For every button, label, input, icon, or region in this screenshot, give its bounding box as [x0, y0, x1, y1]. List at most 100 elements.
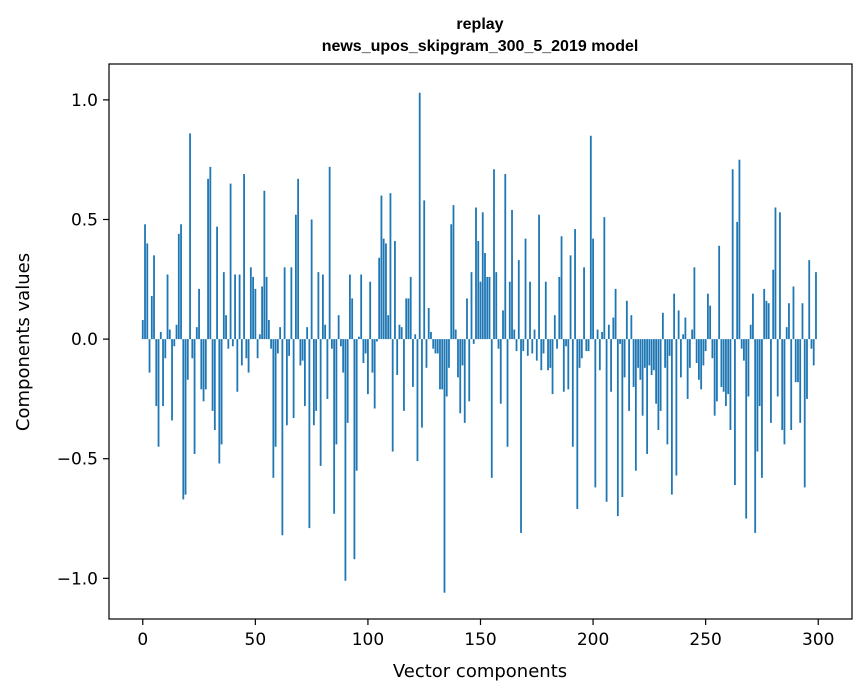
- bar-component-43: [238, 274, 241, 340]
- bar-component-105: [378, 257, 381, 340]
- bar-component-140: [457, 339, 459, 378]
- bar-component-198: [587, 339, 590, 352]
- bar-component-62: [281, 339, 284, 536]
- bar-component-298: [812, 339, 815, 366]
- bar-component-52: [258, 334, 261, 340]
- bar-component-77: [315, 339, 318, 411]
- bar-component-181: [549, 339, 552, 368]
- bar-component-30: [209, 166, 212, 340]
- bar-component-131: [436, 339, 439, 354]
- bar-component-274: [758, 339, 761, 407]
- bar-component-163: [508, 281, 511, 340]
- bar-component-226: [650, 339, 653, 375]
- bar-component-171: [526, 339, 529, 356]
- bar-component-295: [806, 339, 808, 399]
- bar-component-229: [657, 339, 660, 431]
- bar-component-193: [576, 339, 579, 509]
- bar-component-123: [418, 92, 421, 340]
- bar-component-13: [171, 339, 173, 421]
- bar-component-71: [301, 339, 304, 361]
- bar-component-287: [788, 303, 790, 340]
- bar-component-9: [162, 339, 164, 407]
- bar-component-81: [324, 324, 327, 340]
- y-tick-label: −1.0: [57, 569, 98, 589]
- bar-component-281: [774, 207, 777, 340]
- bar-component-56: [267, 319, 270, 340]
- x-axis-ticks: 0 50 100 150 200 250 300: [137, 619, 834, 650]
- bar-component-7: [157, 339, 160, 447]
- bar-component-138: [452, 205, 455, 340]
- bar-component-243: [688, 339, 691, 368]
- bar-component-234: [668, 339, 671, 356]
- bar-component-80: [321, 274, 324, 340]
- bar-component-23: [193, 339, 196, 454]
- bar-component-256: [718, 245, 721, 340]
- bar-component-65: [288, 339, 291, 356]
- bar-component-47: [247, 339, 250, 373]
- bar-component-235: [670, 339, 673, 495]
- bar-component-88: [340, 339, 342, 347]
- bar-component-207: [607, 324, 610, 340]
- bar-component-210: [614, 288, 617, 340]
- bar-component-190: [569, 255, 572, 340]
- bar-component-92: [349, 274, 351, 340]
- bar-component-25: [198, 288, 200, 340]
- bar-component-214: [623, 339, 626, 378]
- bar-component-46: [245, 339, 248, 359]
- y-axis-label: Components values: [13, 253, 34, 431]
- bar-component-258: [722, 339, 725, 392]
- bar-component-217: [630, 315, 633, 340]
- bar-component-186: [560, 236, 563, 340]
- bar-component-172: [529, 281, 531, 340]
- bar-component-112: [394, 241, 396, 340]
- bar-component-285: [783, 339, 786, 445]
- bar-component-267: [743, 339, 745, 361]
- bar-component-147: [472, 339, 475, 344]
- bar-component-116: [403, 339, 405, 411]
- bar-component-180: [547, 339, 549, 371]
- bar-component-279: [770, 339, 772, 423]
- bar-component-149: [477, 241, 480, 340]
- bar-component-252: [709, 305, 712, 340]
- bar-component-37: [225, 315, 227, 340]
- bar-component-254: [713, 339, 716, 416]
- bar-component-204: [601, 331, 603, 340]
- bar-component-134: [443, 339, 446, 593]
- bar-component-208: [610, 339, 612, 392]
- bar-component-272: [754, 339, 757, 533]
- bar-component-202: [596, 329, 599, 340]
- bar-component-68: [294, 214, 297, 340]
- bar-component-55: [265, 276, 268, 340]
- y-tick-label: 1.0: [71, 91, 98, 111]
- bar-component-216: [628, 339, 630, 411]
- bar-component-176: [538, 214, 540, 340]
- bar-component-293: [801, 303, 804, 340]
- bar-component-155: [490, 339, 493, 478]
- bar-component-299: [815, 272, 817, 340]
- bar-component-288: [790, 339, 793, 431]
- bar-component-187: [562, 339, 565, 392]
- bar-component-224: [646, 339, 649, 454]
- bar-component-107: [382, 238, 385, 340]
- bar-component-158: [497, 339, 500, 349]
- bar-component-240: [682, 334, 685, 340]
- bar-component-184: [556, 339, 558, 349]
- bar-component-114: [398, 324, 401, 340]
- bar-component-160: [502, 310, 504, 340]
- bar-component-209: [612, 317, 615, 340]
- bar-component-1: [144, 224, 146, 340]
- bar-component-183: [553, 315, 556, 340]
- bar-component-203: [598, 339, 601, 371]
- bar-component-218: [632, 339, 635, 387]
- bar-component-283: [779, 212, 781, 340]
- bar-component-32: [213, 339, 216, 431]
- bar-component-182: [551, 339, 554, 395]
- bar-component-179: [544, 281, 547, 340]
- bar-component-195: [580, 339, 583, 359]
- chart-subtitle: news_upos_skipgram_300_5_2019 model: [322, 38, 639, 55]
- bar-component-152: [484, 252, 486, 340]
- bar-component-10: [164, 339, 167, 359]
- bar-component-108: [385, 243, 387, 340]
- bar-component-148: [475, 207, 477, 340]
- bar-component-241: [684, 317, 687, 340]
